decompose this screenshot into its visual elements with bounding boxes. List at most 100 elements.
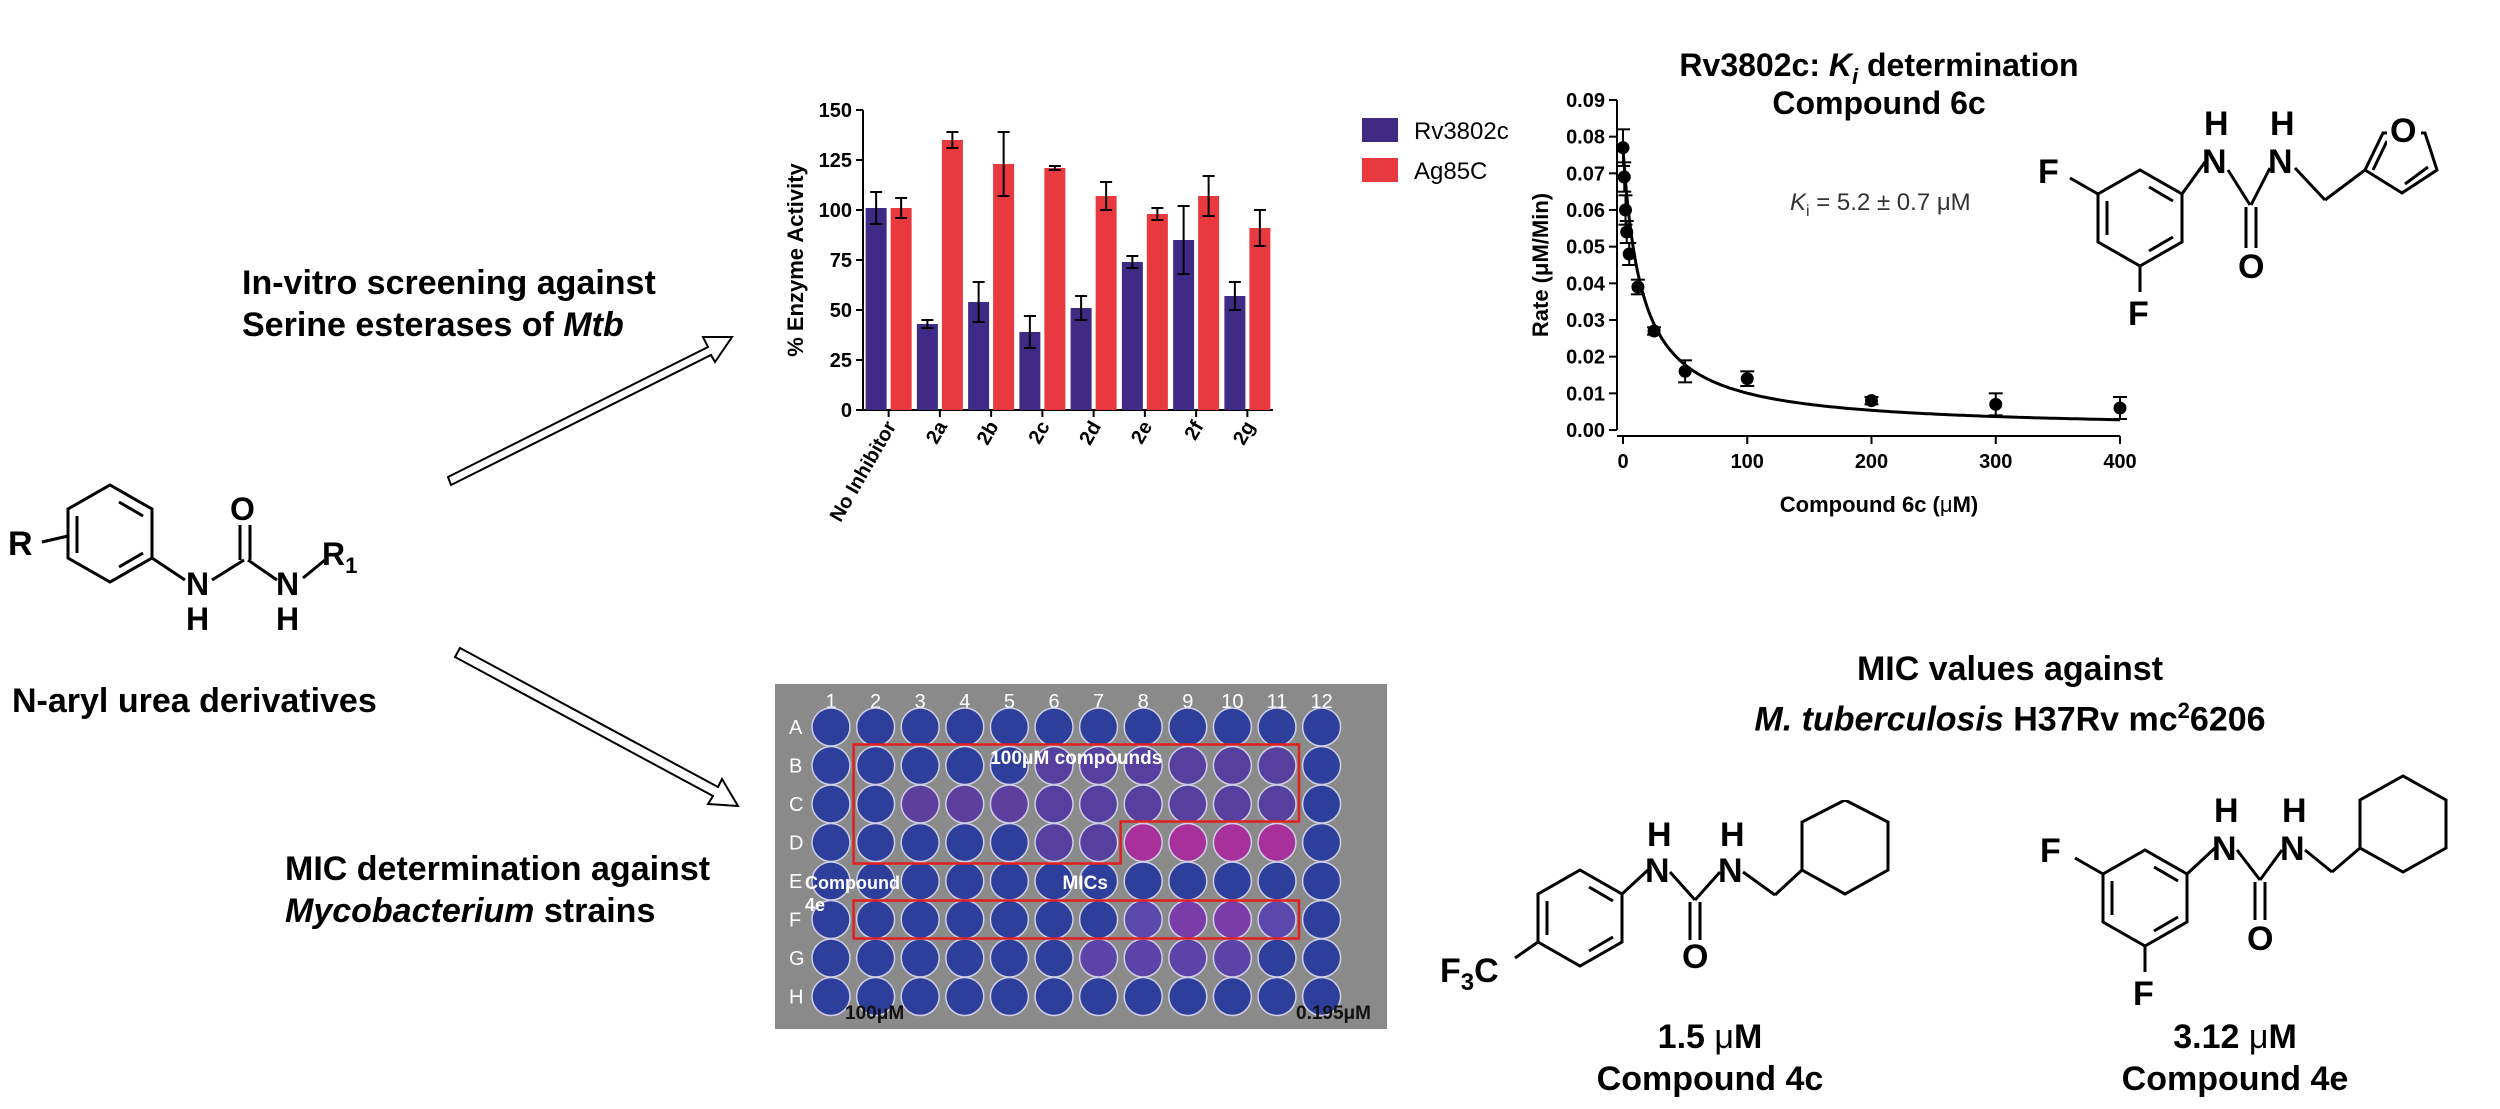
plate-well <box>1212 976 1253 1017</box>
plate-row-label: F <box>789 910 801 932</box>
plate-well <box>989 707 1030 747</box>
core-atom-r: R <box>8 525 33 563</box>
core-atom-n1: N <box>186 566 209 602</box>
compound-4c-structure: F3C N H N H O <box>1440 800 1890 996</box>
ki-chart-x-tick-label: 400 <box>2103 451 2136 473</box>
ki-chart-x-tick-label: 0 <box>1617 451 1628 473</box>
plate-well <box>1212 899 1253 940</box>
plate-well <box>855 976 896 1017</box>
ki-data-point <box>1647 324 1661 338</box>
plate-row-label: H <box>789 987 803 1009</box>
plate-well <box>1078 707 1119 747</box>
plate-label-right: 0.195μM <box>1296 1003 1371 1024</box>
plate-well <box>1123 784 1163 824</box>
ki-chart-subtitle: Compound 6c <box>1772 85 1985 121</box>
plate-well <box>1212 784 1253 824</box>
plate-col-label: 9 <box>1182 691 1193 713</box>
bar-chart-y-tick-label: 25 <box>830 350 852 372</box>
plate-col-label: 11 <box>1267 691 1288 713</box>
plate-well <box>855 745 896 786</box>
plate-well <box>855 707 896 747</box>
plate-well <box>945 899 985 940</box>
plate-well <box>1301 938 1342 978</box>
arrow-up-icon <box>446 336 734 487</box>
plate-well <box>1078 938 1119 978</box>
ki-chart-y-tick-label: 0.09 <box>1566 90 1605 112</box>
core-atom-h1: H <box>186 601 209 637</box>
bar-ag85c-2d <box>1095 196 1117 410</box>
plate-well <box>945 822 985 863</box>
plate-row-label: A <box>789 717 803 739</box>
plate-row-label: D <box>789 833 803 855</box>
plate-well <box>1212 938 1253 978</box>
ki-chart-y-tick-label: 0.04 <box>1566 273 1606 295</box>
c6c-atom-f1: F <box>2038 153 2059 191</box>
plate-well <box>1034 938 1074 978</box>
c4e-atom-h1: H <box>2214 792 2239 830</box>
plate-label-top: 100μM compounds <box>990 748 1162 769</box>
plate-col-label: 2 <box>870 691 881 713</box>
c4e-atom-h2: H <box>2282 792 2307 830</box>
plate-label-mics: MICs <box>1063 873 1108 894</box>
plate-well <box>900 707 940 747</box>
plate-well <box>945 976 985 1017</box>
plate-well <box>1257 938 1297 978</box>
plate-row-label: G <box>789 948 805 970</box>
bar-ag85c-no-inhibitor <box>890 208 912 410</box>
c4e-atom-o: O <box>2247 920 2273 958</box>
bar-chart-y-tick-label: 50 <box>830 300 852 322</box>
bar-chart-category-label: 2e <box>1127 418 1157 448</box>
c4c-atom-h1: H <box>1647 816 1672 854</box>
bar-ag85c-2b <box>993 164 1015 410</box>
bar-rv3802c-2e <box>1121 262 1143 410</box>
bar-chart-category-label: 2a <box>922 417 953 448</box>
plate-well <box>1301 822 1342 863</box>
mic-determination-line2: Mycobacterium strains <box>285 892 656 930</box>
ki-chart-y-tick-label: 0.02 <box>1566 347 1605 369</box>
ki-data-point <box>2113 401 2127 415</box>
plate-well <box>811 784 851 824</box>
mic-values-title: MIC values against M. tuberculosis H37Rv… <box>1660 648 2360 740</box>
plate-well <box>811 822 851 863</box>
plate-col-label: 3 <box>915 691 926 713</box>
plate-well <box>811 976 851 1017</box>
ki-data-point <box>1616 141 1630 155</box>
ki-chart-x-tick-label: 200 <box>1855 451 1888 473</box>
ki-chart-y-tick-label: 0.00 <box>1566 420 1605 442</box>
plate-col-label: 1 <box>825 691 836 713</box>
plate-well <box>1212 822 1253 863</box>
ki-data-point <box>1678 364 1692 378</box>
plate-well <box>900 976 940 1017</box>
ki-data-point <box>1989 397 2003 411</box>
ki-chart-y-tick-label: 0.05 <box>1566 237 1605 259</box>
compound-4e-name: Compound 4e <box>2121 1060 2349 1098</box>
plate-well <box>900 861 940 901</box>
plate-well <box>1257 784 1297 824</box>
plate-well <box>1168 899 1208 940</box>
plate-well <box>1123 861 1163 901</box>
plate-well <box>945 745 985 786</box>
plate-well <box>1078 899 1119 940</box>
mic-well-plate: 1 2 3 4 5 6 7 8 9 10 11 12 A B C D E F G H 100μM compounds Co… <box>775 684 1387 1029</box>
plate-well <box>1301 707 1342 747</box>
plate-well <box>989 976 1030 1017</box>
bar-ag85c-2a <box>941 140 963 410</box>
plate-well <box>989 899 1030 940</box>
plate-well <box>989 861 1030 901</box>
ki-data-point <box>1631 280 1645 294</box>
plate-well <box>1301 976 1342 1017</box>
bar-chart-category-label: 2c <box>1025 418 1055 448</box>
plate-well <box>945 784 985 824</box>
plate-well <box>989 938 1030 978</box>
plate-highlight-row-f <box>852 899 1301 940</box>
bar-ag85c-2g <box>1249 228 1271 410</box>
plate-well <box>1168 861 1208 901</box>
bar-chart-y-tick-label: 100 <box>819 200 852 222</box>
arrow-down-icon <box>453 646 740 808</box>
plate-well <box>811 938 851 978</box>
bar-rv3802c-2g <box>1224 296 1246 410</box>
ki-chart-x-axis-label: Compound 6c (μM) <box>1780 492 1978 517</box>
plate-well <box>1257 899 1297 940</box>
c4e-atom-f2: F <box>2133 975 2154 1013</box>
plate-well <box>1257 707 1297 747</box>
